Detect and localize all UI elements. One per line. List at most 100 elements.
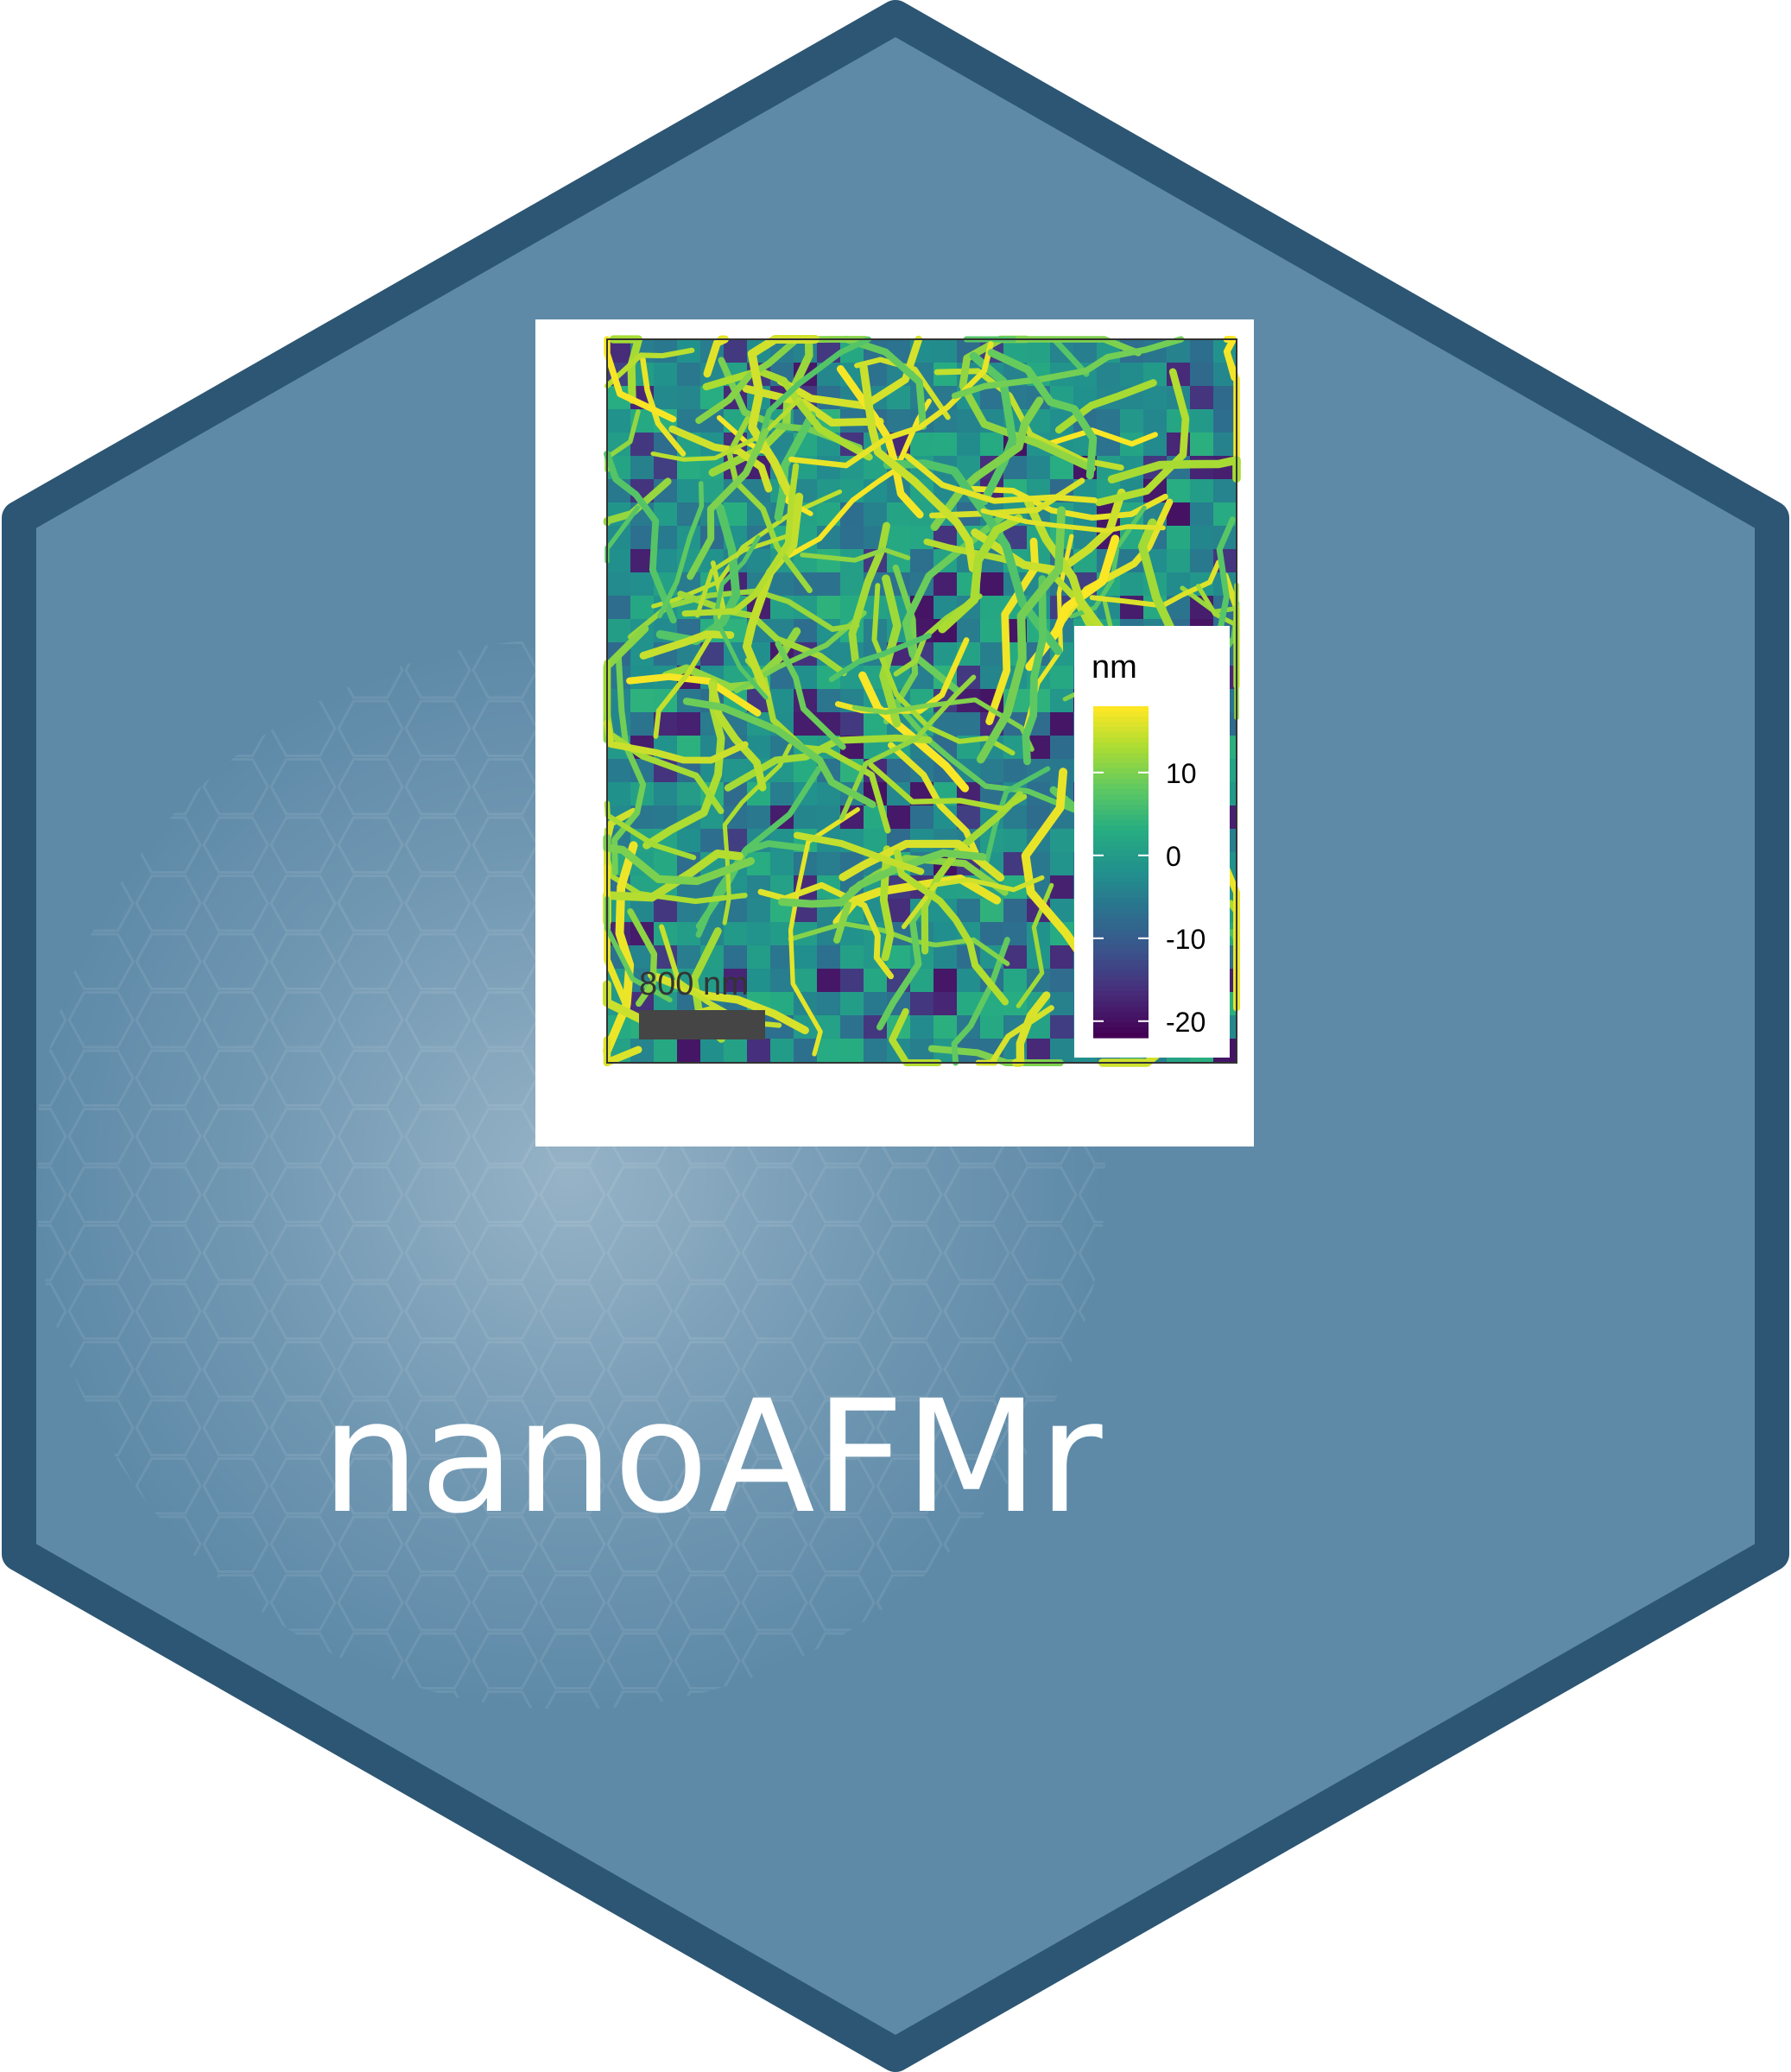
afm-fiber	[1021, 768, 1100, 980]
legend-title: nm	[1092, 649, 1137, 685]
afm-texture-cell	[700, 969, 724, 992]
colorbar-segment	[1093, 877, 1149, 883]
afm-texture-cell	[630, 596, 654, 619]
afm-texture-cell	[607, 572, 630, 596]
afm-fiber	[788, 806, 860, 1057]
colorbar-segment	[1093, 815, 1149, 821]
afm-texture-cell	[1190, 433, 1213, 456]
afm-texture-cell	[840, 526, 864, 549]
afm-texture-cell	[817, 852, 840, 875]
afm-texture-cell	[864, 992, 887, 1015]
afm-fiber	[828, 633, 932, 683]
colorbar-segment	[1093, 939, 1149, 945]
afm-texture-cell	[724, 339, 747, 363]
afm-texture-cell	[654, 549, 677, 572]
afm-fiber	[1054, 379, 1157, 434]
afm-texture-cell	[840, 1015, 864, 1039]
afm-texture-cell	[910, 433, 933, 456]
afm-height-map	[603, 335, 1241, 1067]
colorbar-segment	[1093, 913, 1149, 919]
afm-texture-cell	[1120, 363, 1143, 386]
afm-texture-cell	[770, 689, 794, 712]
afm-fiber	[604, 451, 677, 624]
afm-texture-cell	[677, 1039, 700, 1062]
afm-fiber	[775, 641, 846, 750]
afm-texture-cell	[1167, 526, 1190, 549]
afm-fiber	[694, 533, 791, 618]
afm-texture-cell	[887, 805, 910, 829]
colorbar-segment	[1093, 991, 1149, 997]
colorbar-segment	[1093, 799, 1149, 805]
afm-texture-cell	[654, 1039, 677, 1062]
afm-texture-cell	[1097, 363, 1120, 386]
afm-texture-cell	[817, 456, 840, 479]
afm-fiber	[800, 546, 911, 563]
colorbar-segment	[1093, 1012, 1149, 1018]
colorbar-segment	[1093, 955, 1149, 961]
afm-texture-cell	[1120, 572, 1143, 596]
afm-texture-cell	[654, 852, 677, 875]
afm-fiber	[793, 831, 925, 875]
afm-texture-cell	[1003, 829, 1027, 852]
colorbar-segment	[1093, 867, 1149, 873]
afm-texture-cell	[1003, 899, 1027, 922]
colorbar-segment	[1093, 748, 1149, 754]
afm-fiber	[868, 762, 1028, 812]
afm-texture-cell	[677, 829, 700, 852]
scale-bar	[639, 1010, 765, 1039]
afm-texture-cell	[980, 572, 1003, 596]
afm-texture-cell	[887, 502, 910, 526]
scale-bar-label: 800 nm	[639, 966, 749, 1002]
afm-texture-cell	[654, 339, 677, 363]
afm-texture-cell	[980, 922, 1003, 945]
afm-texture-cell	[770, 852, 794, 875]
afm-fiber	[971, 488, 1126, 575]
afm-texture-cell	[1050, 712, 1073, 736]
afm-texture-cell	[933, 433, 957, 456]
colorbar-segment	[1093, 711, 1149, 717]
colorbar-segment	[1093, 1033, 1149, 1039]
afm-texture-cell	[1050, 992, 1073, 1015]
afm-texture-cell	[840, 1039, 864, 1062]
colorbar-segment	[1093, 784, 1149, 790]
afm-texture-cell	[677, 945, 700, 969]
colorbar-segment	[1093, 1007, 1149, 1013]
afm-fiber	[1216, 516, 1236, 635]
colorbar-segment	[1093, 965, 1149, 971]
colorbar-segment	[1093, 1001, 1149, 1008]
afm-texture-cell	[1167, 479, 1190, 502]
afm-texture-cell	[933, 969, 957, 992]
afm-texture-cell	[817, 689, 840, 712]
colorbar-segment	[1093, 970, 1149, 976]
afm-fiber	[842, 335, 927, 430]
afm-texture-cell	[887, 526, 910, 549]
afm-texture-cell	[1190, 502, 1213, 526]
colorbar-segment	[1093, 742, 1149, 749]
afm-fiber	[604, 347, 695, 389]
colorbar-segment	[1093, 872, 1149, 878]
afm-fiber	[1040, 427, 1158, 449]
afm-texture-cell	[607, 782, 630, 805]
afm-texture-cell	[910, 992, 933, 1015]
afm-texture-cell	[607, 619, 630, 642]
afm-texture-cell	[1167, 549, 1190, 572]
afm-texture-cell	[933, 339, 957, 363]
afm-fiber	[883, 459, 1063, 655]
afm-texture-cell	[957, 969, 980, 992]
colorbar-segment	[1093, 1022, 1149, 1028]
colorbar-segment	[1093, 794, 1149, 800]
afm-fiber	[951, 937, 1010, 1066]
colorbar-segment	[1093, 903, 1149, 909]
afm-texture-cell	[1190, 409, 1213, 433]
package-name: nanoAFMr	[321, 1368, 1103, 1548]
afm-texture-cell	[1190, 363, 1213, 386]
afm-texture-cell	[630, 433, 654, 456]
afm-fiber	[668, 425, 773, 493]
colorbar-segment	[1093, 732, 1149, 738]
afm-texture-cell	[677, 736, 700, 759]
afm-texture-cell	[980, 642, 1003, 666]
afm-fiber	[965, 485, 1168, 521]
afm-fiber	[1095, 368, 1190, 507]
colorbar-segment	[1093, 779, 1149, 785]
